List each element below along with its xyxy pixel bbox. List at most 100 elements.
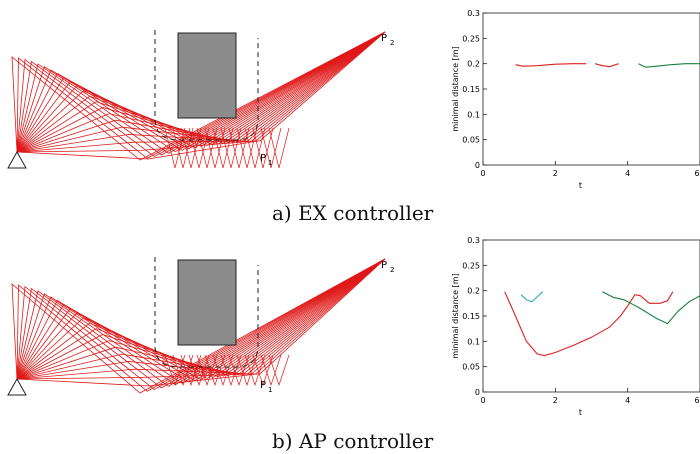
robot-lattice-line [228, 354, 250, 387]
series-line-0 [504, 291, 674, 357]
x-tick-label: 4 [625, 396, 630, 405]
robot-lattice-line [260, 354, 282, 387]
y-tick-label: 0.15 [462, 312, 480, 321]
y-tick-label: 0.05 [462, 136, 480, 145]
y-tick-label: 0 [475, 161, 480, 170]
ex-robot-arm-sweep [11, 31, 386, 169]
ap-robot-arm-sweep [11, 258, 386, 394]
x-tick-label: 6 [694, 169, 699, 178]
robot-lattice-line [220, 127, 242, 169]
robot-configuration-line [16, 258, 386, 380]
y-tick-label: 0 [475, 388, 480, 397]
robot-lattice-line [172, 354, 194, 387]
robot-configuration-line [16, 31, 386, 153]
ex-label-p2: P [381, 33, 387, 44]
robot-configuration-line [16, 31, 386, 159]
robot-configuration-line [16, 258, 386, 380]
robot-lattice-line [204, 354, 226, 387]
y-tick-label: 0.3 [467, 236, 480, 245]
ap-figure-svg: P 2 P 1 0 0.05 0.1 0.15 0.2 0.25 0.3 0 2 4 6 t minim… [7, 236, 700, 417]
robot-lattice-line [180, 127, 202, 169]
ap-obstacle [177, 259, 237, 346]
ex-figure-svg: P 2 P 1 0 0.05 0.1 0.15 0.2 0.25 0.3 0 2 4 6 t minim… [7, 9, 700, 190]
robot-configuration-line [16, 31, 386, 153]
x-tick-label: 6 [694, 396, 699, 405]
robot-configuration-line [16, 258, 386, 382]
ex-base-triangle [7, 150, 27, 169]
robot-configuration-line [16, 31, 386, 153]
ap-safety-margin [154, 257, 259, 368]
robot-configuration-line [11, 31, 386, 161]
robot-configuration-line [16, 258, 386, 389]
chart-frame [482, 239, 700, 393]
y-axis-label: minimal distance [m] [451, 46, 460, 131]
robot-configuration-line [16, 258, 386, 380]
robot-configuration-line [16, 258, 386, 380]
robot-lattice-line [180, 354, 202, 387]
series-line-1 [520, 291, 544, 303]
y-axis-label: minimal distance [m] [451, 273, 460, 358]
y-tick-label: 0.3 [467, 9, 480, 18]
robot-configuration-line [16, 258, 386, 380]
ap-label-p1: P [260, 380, 266, 391]
series-line-2 [638, 63, 700, 68]
robot-lattice-line [244, 354, 266, 387]
robot-lattice-line [196, 354, 218, 387]
robot-lattice-line [172, 127, 194, 169]
x-tick-label: 2 [553, 396, 558, 405]
robot-configuration-line [16, 31, 386, 153]
y-tick-label: 0.15 [462, 85, 480, 94]
ap-label-p2: P [381, 260, 387, 271]
robot-configuration-line [16, 31, 386, 153]
robot-lattice-line [228, 127, 250, 169]
robot-lattice-line [188, 354, 210, 387]
robot-lattice-line [220, 354, 242, 387]
robot-lattice-line [196, 127, 218, 169]
x-tick-label: 0 [480, 169, 485, 178]
robot-configuration-line [16, 31, 386, 160]
robot-configuration-line [11, 258, 386, 394]
panel-ex-controller: P 2 P 1 0 0.05 0.1 0.15 0.2 0.25 0.3 0 2 4 6 t minim… [7, 9, 700, 225]
robot-configuration-line [16, 258, 386, 380]
y-tick-label: 0.05 [462, 363, 480, 372]
ex-caption: a) EX controller [272, 201, 434, 225]
x-axis-label: t [579, 181, 582, 190]
robot-lattice-line [164, 127, 186, 169]
robot-lattice-line [244, 127, 266, 169]
robot-lattice-line [236, 127, 258, 169]
series-line-1 [594, 63, 619, 68]
robot-configuration-line [16, 258, 386, 387]
ap-caption: b) AP controller [272, 429, 434, 453]
ex-label-p2-sub: 2 [390, 39, 394, 47]
robot-configuration-line [16, 31, 386, 156]
robot-configuration-line [16, 258, 386, 392]
robot-lattice-line [268, 354, 290, 387]
robot-configuration-line [16, 258, 386, 386]
series-line-2 [602, 291, 700, 325]
ex-obstacle [177, 32, 237, 119]
robot-configuration-line [16, 31, 386, 154]
y-tick-label: 0.25 [462, 261, 480, 270]
robot-configuration-line [16, 31, 386, 153]
ex-label-p1: P [260, 153, 266, 164]
robot-configuration-line [16, 258, 386, 380]
x-tick-label: 2 [553, 169, 558, 178]
x-axis-label: t [579, 408, 582, 417]
ap-base-triangle [7, 377, 27, 396]
robot-configuration-line [16, 31, 386, 153]
robot-configuration-line [16, 258, 386, 387]
x-tick-label: 0 [480, 396, 485, 405]
robot-configuration-line [16, 31, 386, 153]
ap-label-p1-sub: 1 [268, 386, 272, 394]
series-line-0 [515, 63, 587, 67]
ex-safety-margin [154, 30, 259, 141]
robot-lattice-line [252, 354, 274, 387]
robot-lattice-line [212, 354, 234, 387]
panel-ap-controller: P 2 P 1 0 0.05 0.1 0.15 0.2 0.25 0.3 0 2 4 6 t minim… [0, 227, 700, 454]
robot-lattice-line [260, 127, 282, 169]
ex-distance-chart: 0 0.05 0.1 0.15 0.2 0.25 0.3 0 2 4 6 t minimal dista… [451, 9, 700, 190]
robot-lattice-line [212, 127, 234, 169]
y-tick-label: 0.2 [467, 287, 480, 296]
robot-lattice-line [164, 354, 186, 387]
robot-configuration-line [16, 31, 386, 153]
